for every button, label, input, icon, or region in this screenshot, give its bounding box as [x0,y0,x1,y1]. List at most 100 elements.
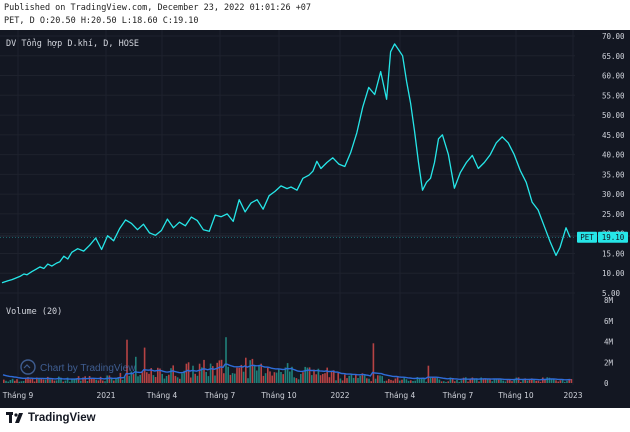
volume-bar [22,381,25,383]
volume-bar [317,368,320,383]
time-tick-label: 2021 [96,391,115,400]
price-series-line [1,43,571,284]
volume-bar [344,374,346,383]
volume-bar [326,367,328,383]
time-axis[interactable]: Tháng 9 2021 Tháng 4 Tháng 7 Tháng 10 2022 Thá… [2,391,583,400]
volume-bar [163,378,166,383]
volume-bar [476,378,478,383]
volume-bar [55,380,58,383]
volume-bar [176,377,179,383]
volume-bar [458,381,460,383]
volume-bar [564,381,566,383]
volume-bar [196,375,199,383]
volume-bar [75,378,78,383]
volume-bar [471,377,474,383]
volume-bar [108,375,111,383]
volume-bar [526,380,529,383]
price-tick-label: 45.00 [602,131,625,140]
volume-tick-label: 0 [604,379,609,388]
chart-canvas[interactable]: 70.00 65.00 60.00 55.00 50.00 45.00 40.00 35.00… [0,30,630,408]
volume-bar [405,379,408,383]
volume-bar [539,381,542,383]
volume-bar [91,378,93,383]
volume-bar [502,380,504,383]
volume-bar [548,377,551,383]
volume-bar [115,378,117,383]
volume-bar [51,379,53,383]
price-tick-label: 35.00 [602,170,625,179]
volume-bar [445,381,447,383]
volume-bar [247,378,249,383]
volume-bar [352,377,355,383]
volume-bar [339,378,342,383]
volume-bar [249,360,251,383]
volume-bar [286,363,289,383]
volume-bar [335,380,337,383]
volume-bar [231,373,234,383]
volume-bar [295,378,298,383]
volume-bar [220,359,223,383]
time-tick-label: 2023 [563,391,582,400]
price-tick-label: 15.00 [602,249,625,258]
volume-bar [159,368,161,383]
volume-bar [372,343,375,383]
volume-bar [194,373,196,383]
volume-bar [29,379,31,383]
volume-bar [533,379,535,383]
volume-bar [44,379,47,383]
volume-bar [234,373,236,383]
volume-bar [416,377,419,383]
volume-bar [383,381,386,383]
volume-bar [64,380,67,383]
chart-background [0,30,630,408]
volume-bar [253,365,256,383]
tradingview-footer-logo[interactable]: TradingView [6,412,96,424]
volume-bar [520,381,522,383]
volume-bar [306,367,309,383]
volume-bar [172,365,174,383]
price-tick-label: 70.00 [602,32,625,41]
volume-bar [379,375,381,383]
volume-bar [280,372,282,383]
volume-bar [484,378,487,383]
volume-bar [421,377,423,383]
volume-bar [482,378,485,383]
volume-bar [157,367,159,383]
volume-bar [427,365,430,383]
volume-bar [16,379,18,383]
volume-bar [425,381,427,383]
volume-bar [99,376,102,383]
volume-bar [60,377,62,383]
volume-bar [53,380,56,383]
volume-bar [535,380,537,383]
volume-bar [438,379,441,383]
volume-bar [401,379,403,383]
price-tick-label: 30.00 [602,190,625,199]
volume-bar [377,375,379,383]
volume-bar [88,376,91,383]
volume-bar [550,378,553,383]
price-tick-label: 10.00 [602,269,625,278]
volume-bar [260,363,262,383]
volume-bar [524,378,526,383]
volume-bar [229,374,232,383]
volume-bar [150,368,152,383]
volume-bar [412,381,414,383]
volume-bar [407,380,410,383]
volume-bar [267,367,269,383]
volume-bar [205,372,207,383]
volume-bar [436,377,438,383]
watermark: Chart by TradingView [20,359,136,375]
volume-bar [223,373,225,383]
volume-bar [154,377,157,383]
ohlc-line: PET, D O:20.50 H:20.50 L:18.60 C:19.10 [4,16,199,26]
volume-bar [201,367,203,383]
volume-bar [126,339,128,383]
volume-bar [297,379,300,383]
volume-bar [414,380,416,383]
volume-bar [293,377,295,383]
badge-symbol: PET [580,233,594,242]
volume-bar [531,378,533,383]
volume-axis[interactable]: 8M 6M 4M 2M 0 [604,296,614,388]
volume-bar [561,379,564,383]
